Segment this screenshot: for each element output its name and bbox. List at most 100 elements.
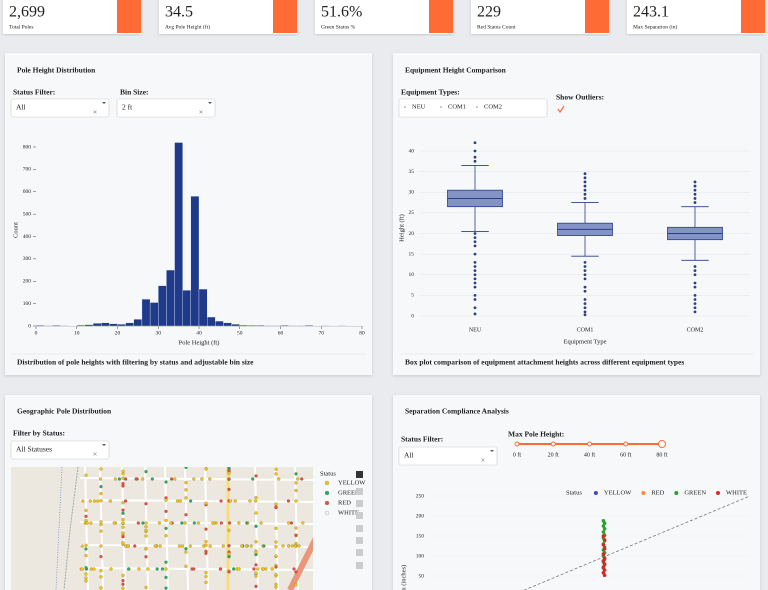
map-pole[interactable] xyxy=(173,477,177,481)
map-pole[interactable] xyxy=(262,544,266,548)
map-pole[interactable] xyxy=(99,544,103,548)
map-pole[interactable] xyxy=(294,481,298,485)
map-pole[interactable] xyxy=(192,567,196,571)
map-pole[interactable] xyxy=(121,476,125,480)
map-pole[interactable] xyxy=(221,544,225,548)
map-pole[interactable] xyxy=(144,521,148,525)
map-pole[interactable] xyxy=(211,521,215,525)
map-pole[interactable] xyxy=(164,575,168,580)
map-pole[interactable] xyxy=(274,565,278,569)
map-pole[interactable] xyxy=(294,583,298,587)
map-pole[interactable] xyxy=(294,488,298,493)
map-pole[interactable] xyxy=(99,492,103,496)
map-tool[interactable] xyxy=(356,562,363,569)
map-pole[interactable] xyxy=(227,544,231,548)
map-pole[interactable] xyxy=(150,477,154,481)
map-pole[interactable] xyxy=(204,467,208,471)
map-pole[interactable] xyxy=(251,477,255,481)
slider-dot[interactable] xyxy=(514,441,520,447)
map-pole[interactable] xyxy=(117,477,121,481)
map-pole[interactable] xyxy=(80,567,84,571)
map-pole[interactable] xyxy=(121,573,125,578)
map-pole[interactable] xyxy=(141,477,145,481)
map-pole[interactable] xyxy=(99,575,103,579)
map-pole[interactable] xyxy=(184,496,188,500)
map-pole[interactable] xyxy=(184,547,188,551)
map-pole[interactable] xyxy=(237,521,241,525)
map-pole[interactable] xyxy=(121,582,125,586)
map-pole[interactable] xyxy=(184,481,188,485)
map-pole[interactable] xyxy=(294,570,298,574)
map-pole[interactable] xyxy=(274,472,278,476)
map-pole[interactable] xyxy=(84,566,88,570)
map-pole[interactable] xyxy=(84,543,88,547)
map-pole[interactable] xyxy=(227,487,231,492)
map-pole[interactable] xyxy=(192,477,196,481)
map-pole[interactable] xyxy=(294,526,298,530)
map-pole[interactable] xyxy=(121,541,125,545)
map-pole[interactable] xyxy=(204,501,208,505)
map-pole[interactable] xyxy=(204,549,208,553)
map-tool[interactable] xyxy=(356,549,363,556)
map[interactable] xyxy=(11,466,320,590)
map-pole[interactable] xyxy=(157,521,161,525)
map-pole[interactable] xyxy=(287,521,291,525)
map-pole[interactable] xyxy=(177,544,181,548)
map-pole[interactable] xyxy=(121,501,125,505)
map-pole[interactable] xyxy=(289,521,294,525)
chip-remove[interactable] xyxy=(439,105,443,109)
map-pole[interactable] xyxy=(112,521,116,525)
map-pole[interactable] xyxy=(254,524,258,528)
map-pole[interactable] xyxy=(219,499,223,503)
map-pole[interactable] xyxy=(261,567,265,571)
map-tool[interactable] xyxy=(356,537,363,544)
map-pole[interactable] xyxy=(184,488,188,492)
map-pole[interactable] xyxy=(301,521,305,525)
map-pole[interactable] xyxy=(270,567,274,571)
map-pole[interactable] xyxy=(192,521,196,525)
map-pole[interactable] xyxy=(274,526,278,530)
map-tool[interactable] xyxy=(356,471,363,478)
map-pole[interactable] xyxy=(99,499,103,503)
map-pole[interactable] xyxy=(204,580,208,585)
map-pole[interactable] xyxy=(184,513,188,517)
map-pole[interactable] xyxy=(134,477,138,481)
map-pole[interactable] xyxy=(244,544,249,548)
map-pole[interactable] xyxy=(184,466,188,469)
map-pole[interactable] xyxy=(89,521,93,525)
map-pole[interactable] xyxy=(204,543,208,547)
map-pole[interactable] xyxy=(121,517,125,522)
map-pole[interactable] xyxy=(252,567,256,571)
map-pole[interactable] xyxy=(144,502,148,506)
map-pole[interactable] xyxy=(144,470,148,474)
map-pole[interactable] xyxy=(85,521,89,525)
map-pole[interactable] xyxy=(158,544,162,548)
map-pole[interactable] xyxy=(245,521,249,525)
map-pole[interactable] xyxy=(300,477,304,481)
map-pole[interactable] xyxy=(164,509,168,513)
map-pole[interactable] xyxy=(155,567,159,571)
map-pole[interactable] xyxy=(144,546,148,550)
map-pole[interactable] xyxy=(228,499,233,503)
map-pole[interactable] xyxy=(208,544,212,548)
map-pole[interactable] xyxy=(274,502,278,506)
map-pole[interactable] xyxy=(144,555,148,559)
map-pole[interactable] xyxy=(164,518,168,522)
map-pole[interactable] xyxy=(254,584,258,588)
map-pole[interactable] xyxy=(164,586,168,590)
dropdown[interactable] xyxy=(10,440,110,460)
map-pole[interactable] xyxy=(84,473,88,477)
map-pole[interactable] xyxy=(277,477,281,481)
map-pole[interactable] xyxy=(92,499,97,503)
map-pole[interactable] xyxy=(136,521,140,525)
map-pole[interactable] xyxy=(200,477,204,481)
map-pole[interactable] xyxy=(121,521,125,525)
map-pole[interactable] xyxy=(144,525,148,529)
map-pole[interactable] xyxy=(227,521,232,525)
checkbox-check[interactable] xyxy=(557,105,565,114)
map-pole[interactable] xyxy=(121,469,125,473)
map-pole[interactable] xyxy=(144,585,148,590)
map-pole[interactable] xyxy=(98,477,103,481)
map-pole[interactable] xyxy=(188,544,192,548)
map-pole[interactable] xyxy=(274,585,278,589)
